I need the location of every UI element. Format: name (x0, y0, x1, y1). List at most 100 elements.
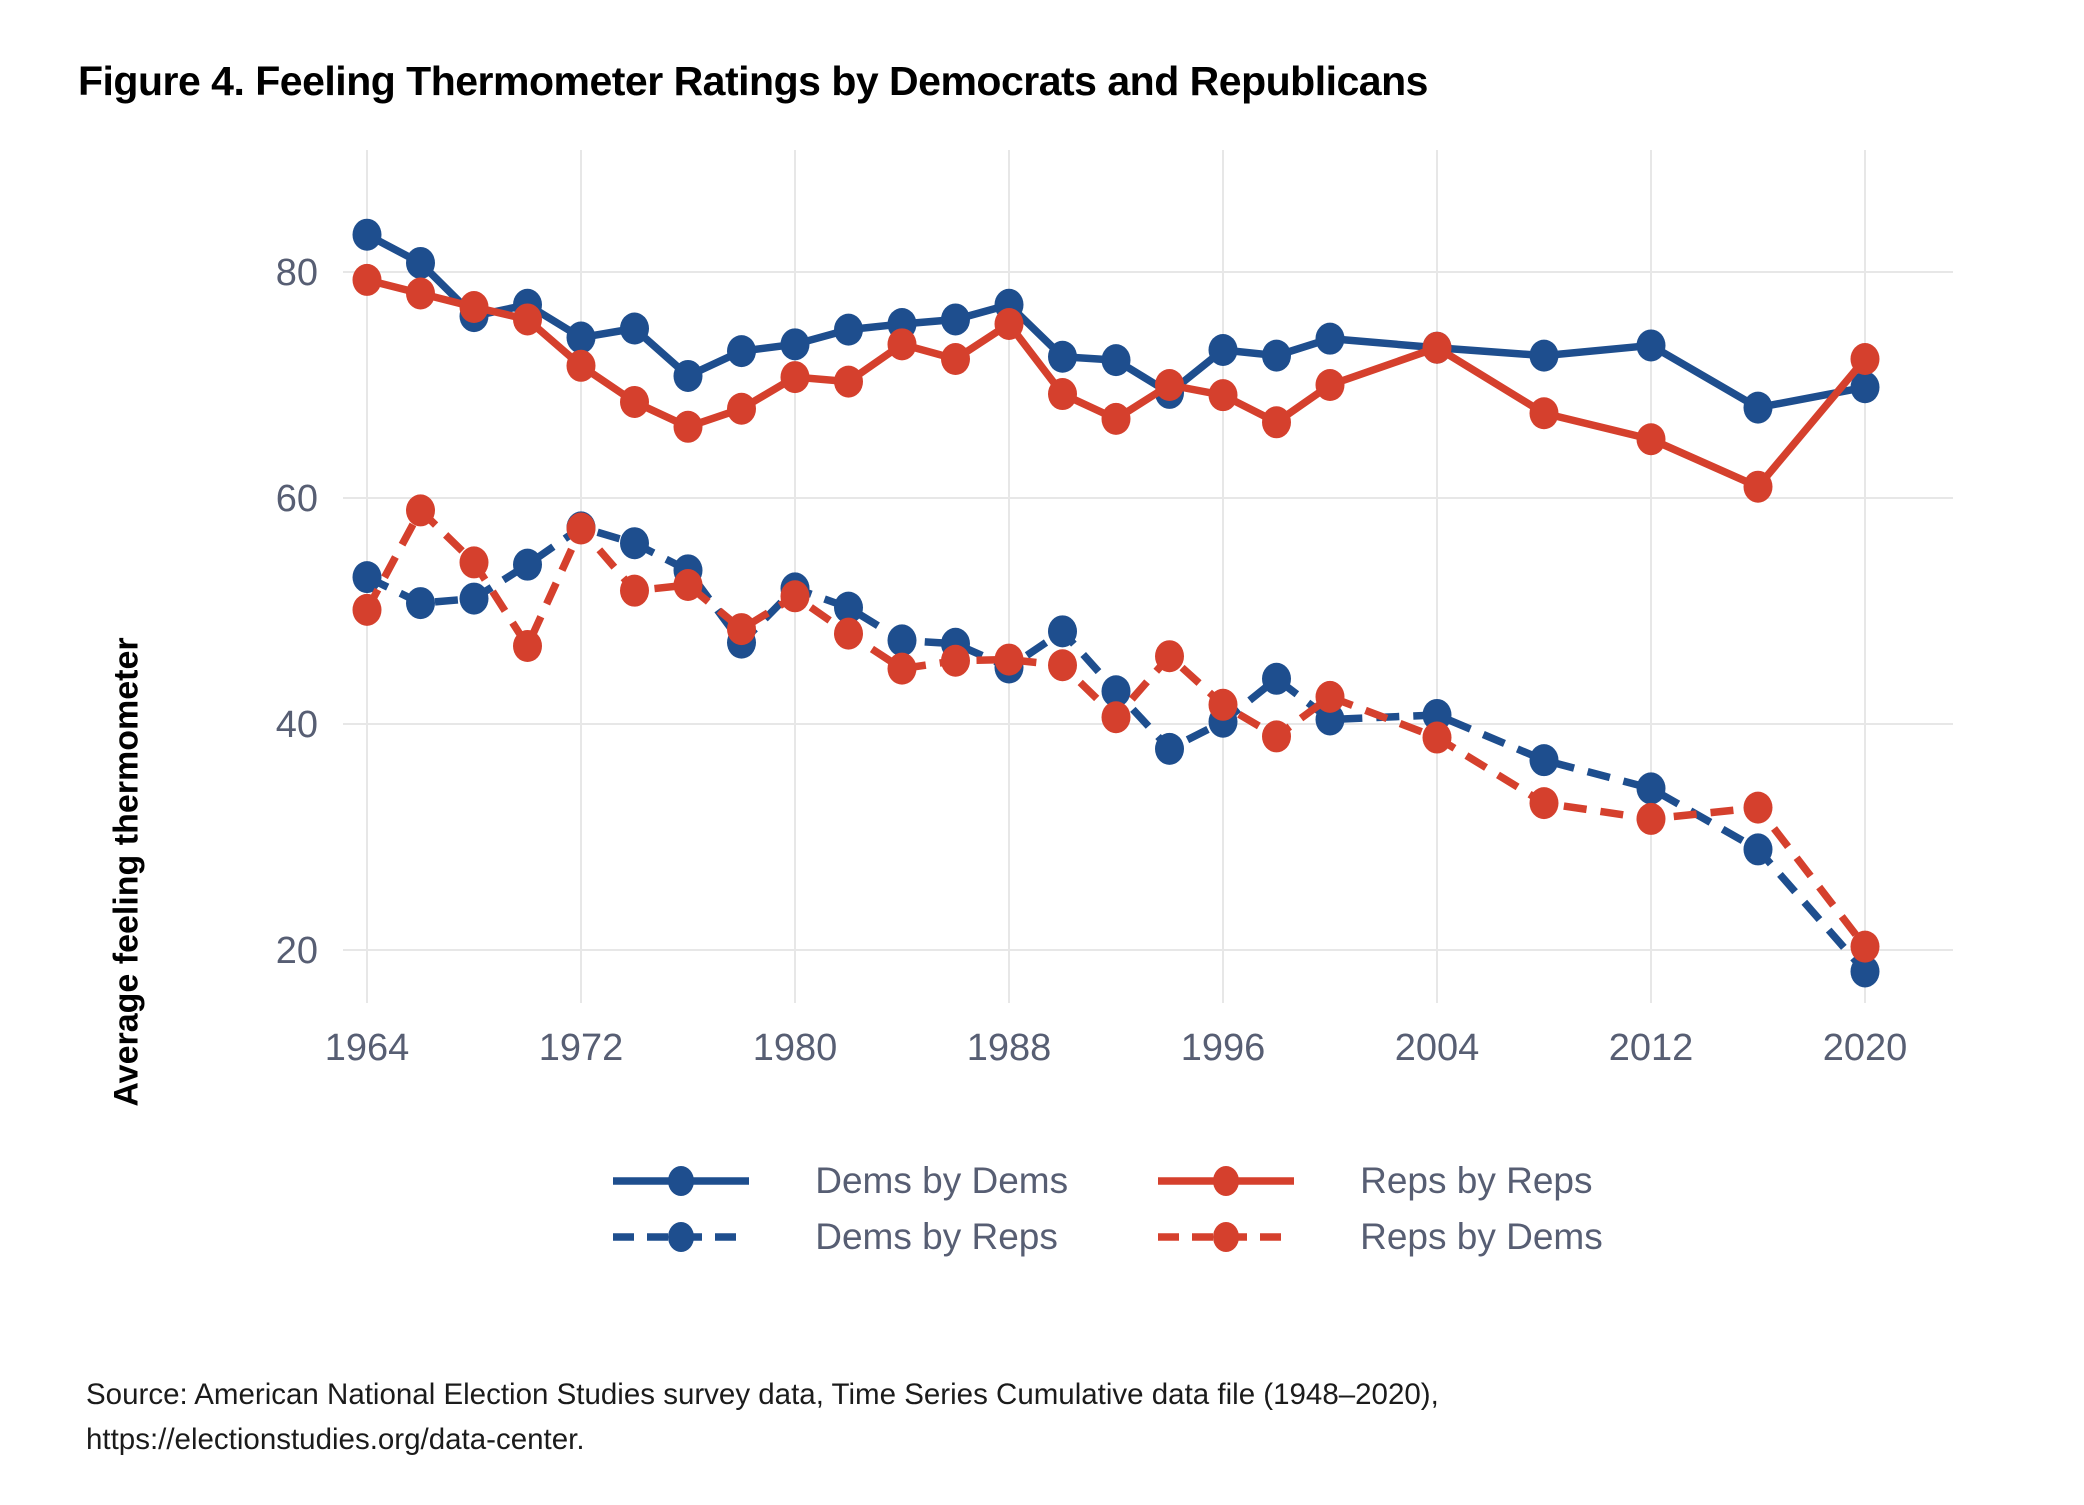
data-point-reps-by-reps (1422, 331, 1452, 364)
data-point-dems-by-reps (406, 587, 435, 620)
x-tick-label: 2004 (1395, 1027, 1480, 1069)
data-point-reps-by-dems (1262, 720, 1291, 753)
data-point-reps-by-reps (1850, 343, 1880, 376)
data-point-dems-by-reps (620, 527, 649, 560)
data-point-dems-by-reps (459, 582, 489, 615)
series-line-reps-by-reps (366, 276, 1868, 491)
data-point-reps-by-reps (727, 392, 756, 425)
data-point-reps-by-dems (513, 630, 542, 663)
data-point-reps-by-reps (1048, 378, 1077, 411)
data-point-dems-by-reps (1422, 698, 1452, 731)
legend-item-reps-by-reps: Reps by Reps (1156, 1160, 1603, 1202)
data-point-dems-by-dems (1529, 339, 1559, 372)
data-point-dems-by-dems (566, 321, 596, 354)
data-point-dems-by-dems (406, 246, 435, 279)
legend-swatch-solid-blue-icon (613, 1166, 750, 1196)
figure-title: Figure 4. Feeling Thermometer Ratings by… (78, 58, 1428, 104)
data-point-reps-by-dems (887, 652, 917, 685)
data-point-dems-by-dems (1743, 391, 1773, 424)
data-point-dems-by-dems (780, 328, 810, 361)
data-point-reps-by-dems (941, 644, 970, 677)
data-point-reps-by-dems (459, 546, 489, 579)
data-point-dems-by-reps (1262, 662, 1291, 695)
data-point-dems-by-reps (1529, 744, 1559, 777)
data-point-reps-by-reps (1315, 369, 1345, 401)
data-point-dems-by-dems (673, 359, 703, 392)
source-line-2: https://electionstudies.org/data-center. (86, 1423, 585, 1457)
data-point-dems-by-reps (834, 591, 863, 624)
data-point-dems-by-reps (1636, 772, 1666, 805)
chart-legend: Dems by Dems Reps by Reps Dems by Reps (130, 1160, 2084, 1258)
series-line-dems-by-reps (365, 523, 1868, 974)
legend-label: Dems by Reps (815, 1216, 1058, 1257)
legend-swatch-dashed-red-icon (1158, 1222, 1295, 1252)
data-point-reps-by-reps (1636, 423, 1666, 456)
data-point-reps-by-reps (994, 307, 1024, 340)
data-point-dems-by-dems (1101, 344, 1131, 377)
data-point-reps-by-dems (994, 643, 1024, 676)
data-point-dems-by-reps (1743, 833, 1773, 866)
data-point-dems-by-dems (834, 313, 863, 346)
data-point-reps-by-reps (459, 291, 489, 324)
data-point-dems-by-dems (1262, 339, 1291, 372)
data-point-reps-by-reps (566, 349, 596, 382)
data-point-reps-by-reps (780, 361, 810, 394)
data-point-dems-by-reps (1048, 615, 1077, 648)
data-point-reps-by-reps (1101, 402, 1131, 435)
data-point-dems-by-dems (1636, 329, 1666, 362)
data-point-dems-by-reps (1101, 675, 1131, 708)
data-point-reps-by-reps (1262, 406, 1291, 439)
data-point-dems-by-dems (1208, 333, 1238, 366)
data-point-reps-by-dems (620, 574, 649, 607)
legend-item-reps-by-dems: Reps by Dems (1156, 1216, 1603, 1258)
data-point-reps-by-reps (1208, 379, 1238, 412)
y-tick-label: 20 (276, 930, 318, 972)
data-point-reps-by-dems (727, 613, 756, 646)
x-tick-label: 1980 (753, 1027, 838, 1069)
data-point-dems-by-dems (1048, 340, 1077, 373)
legend-label: Reps by Dems (1360, 1216, 1603, 1257)
y-tick-label: 80 (276, 252, 318, 294)
x-tick-label: 1996 (1181, 1027, 1266, 1069)
data-point-reps-by-dems (406, 494, 435, 527)
data-point-reps-by-reps (406, 277, 435, 310)
data-point-dems-by-dems (727, 335, 756, 368)
data-point-reps-by-dems (1048, 649, 1077, 682)
data-point-reps-by-reps (673, 410, 703, 443)
data-point-reps-by-reps (620, 385, 649, 418)
data-point-dems-by-dems (1850, 371, 1880, 404)
source-line-1: Source: American National Election Studi… (86, 1378, 1439, 1411)
legend-label: Dems by Dems (815, 1160, 1069, 1201)
legend-item-dems-by-reps: Dems by Reps (611, 1216, 1068, 1258)
data-point-reps-by-dems (1529, 787, 1559, 820)
x-tick-label: 2012 (1609, 1027, 1694, 1069)
data-point-dems-by-reps (1155, 732, 1184, 765)
data-point-dems-by-reps (352, 561, 382, 594)
data-point-dems-by-dems (941, 303, 970, 336)
y-tick-label: 40 (276, 704, 318, 746)
legend-label: Reps by Reps (1360, 1160, 1593, 1201)
data-point-dems-by-reps (1850, 955, 1880, 988)
data-point-reps-by-reps (513, 303, 542, 336)
legend-item-dems-by-dems: Dems by Dems (611, 1160, 1068, 1202)
x-tick-label: 1988 (967, 1027, 1052, 1069)
data-point-reps-by-reps (834, 365, 863, 398)
series-line-dems-by-dems (365, 231, 1866, 412)
data-point-reps-by-reps (941, 343, 970, 376)
legend-grid: Dems by Dems Reps by Reps Dems by Reps (611, 1160, 1603, 1258)
data-point-dems-by-dems (352, 218, 382, 251)
data-point-reps-by-dems (1101, 701, 1131, 734)
data-point-reps-by-reps (352, 263, 382, 296)
data-point-reps-by-reps (887, 328, 917, 361)
series-line-reps-by-dems (363, 506, 1868, 949)
data-point-reps-by-dems (673, 569, 703, 602)
data-point-reps-by-dems (352, 593, 382, 626)
y-tick-label: 60 (276, 478, 318, 520)
data-point-reps-by-reps (1529, 397, 1559, 430)
data-point-reps-by-dems (566, 512, 596, 545)
data-point-dems-by-dems (1315, 322, 1345, 355)
data-point-reps-by-dems (834, 617, 863, 650)
data-point-reps-by-dems (1422, 721, 1452, 754)
